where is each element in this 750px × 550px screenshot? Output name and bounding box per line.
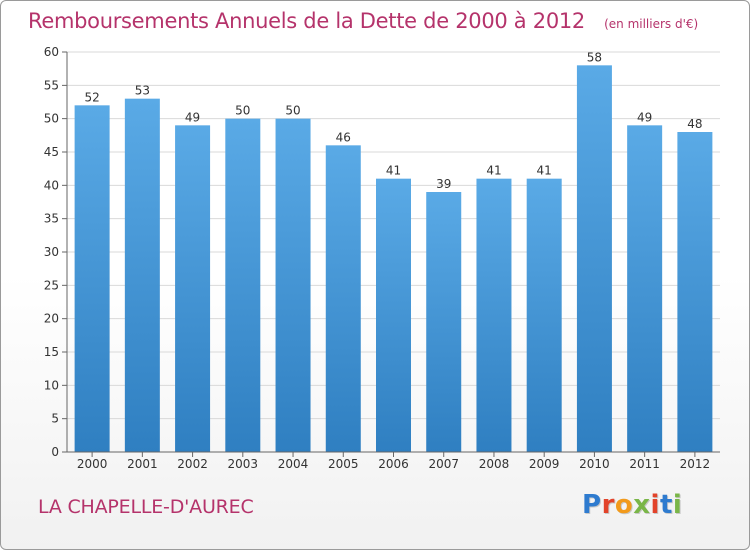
axis-layer: 0 5 10 15 20 25 30 35 40 45 50 55 60 2000 2001 2002 2003… — [44, 45, 720, 471]
y-tick-label: 30 — [44, 245, 59, 259]
proxiti-logo[interactable]: Proxiti — [582, 490, 682, 520]
bar — [275, 118, 311, 453]
logo-letter: t — [659, 490, 673, 520]
x-tick-label: 2004 — [278, 457, 309, 471]
logo-letter: x — [633, 490, 651, 520]
x-tick-label: 2009 — [529, 457, 560, 471]
data-label: 48 — [687, 117, 702, 131]
data-label: 52 — [84, 90, 99, 104]
bars-layer: 52 53 49 50 50 46 41 39 41 41 58 49 48 — [74, 50, 713, 453]
x-tick-label: 2012 — [680, 457, 711, 471]
data-label: 49 — [185, 110, 200, 124]
data-label: 46 — [336, 130, 351, 144]
logo-letter: r — [601, 490, 615, 520]
logo-letter: P — [582, 490, 602, 520]
x-tick-label: 2010 — [579, 457, 610, 471]
bar — [677, 132, 713, 452]
bar — [175, 125, 211, 452]
bar — [576, 65, 612, 452]
y-tick-label: 40 — [44, 178, 59, 192]
bar — [526, 178, 562, 452]
x-tick-label: 2008 — [479, 457, 510, 471]
x-tick-label: 2006 — [378, 457, 409, 471]
x-tick-label: 2005 — [328, 457, 359, 471]
data-label: 41 — [537, 164, 552, 178]
bar — [74, 105, 110, 452]
bar — [476, 178, 512, 452]
chart-title: Remboursements Annuels de la Dette de 20… — [28, 9, 585, 33]
city-name: LA CHAPELLE-D'AUREC — [38, 496, 254, 518]
data-label: 49 — [637, 110, 652, 124]
y-tick-label: 20 — [44, 312, 59, 326]
y-tick-label: 5 — [51, 412, 59, 426]
x-tick-label: 2007 — [428, 457, 459, 471]
data-label: 41 — [386, 164, 401, 178]
logo-letter: i — [650, 490, 660, 520]
y-tick-label: 55 — [44, 78, 59, 92]
bar — [225, 118, 261, 453]
bar — [627, 125, 663, 452]
data-label: 53 — [135, 84, 150, 98]
y-tick-label: 25 — [44, 278, 59, 292]
data-label: 39 — [436, 177, 451, 191]
logo-letter: o — [614, 490, 634, 520]
title-row: Remboursements Annuels de la Dette de 20… — [28, 9, 698, 33]
x-tick-label: 2003 — [228, 457, 259, 471]
y-tick-label: 0 — [51, 445, 59, 459]
y-tick-label: 15 — [44, 345, 59, 359]
bar — [325, 145, 361, 453]
y-tick-label: 45 — [44, 145, 59, 159]
data-label: 50 — [285, 104, 300, 118]
y-tick-label: 35 — [44, 212, 59, 226]
x-tick-label: 2000 — [77, 457, 108, 471]
y-tick-label: 60 — [44, 45, 59, 59]
x-tick-label: 2001 — [127, 457, 158, 471]
y-tick-label: 50 — [44, 112, 59, 126]
logo-letter: i — [672, 490, 683, 520]
data-label: 50 — [235, 104, 250, 118]
data-label: 58 — [587, 50, 602, 64]
data-label: 41 — [486, 164, 501, 178]
bar — [376, 178, 411, 452]
bar — [426, 192, 462, 452]
x-tick-label: 2011 — [629, 457, 660, 471]
bar — [124, 98, 160, 453]
y-tick-label: 10 — [44, 378, 59, 392]
chart-unit: (en milliers d'€) — [604, 17, 699, 31]
x-tick-label: 2002 — [177, 457, 208, 471]
